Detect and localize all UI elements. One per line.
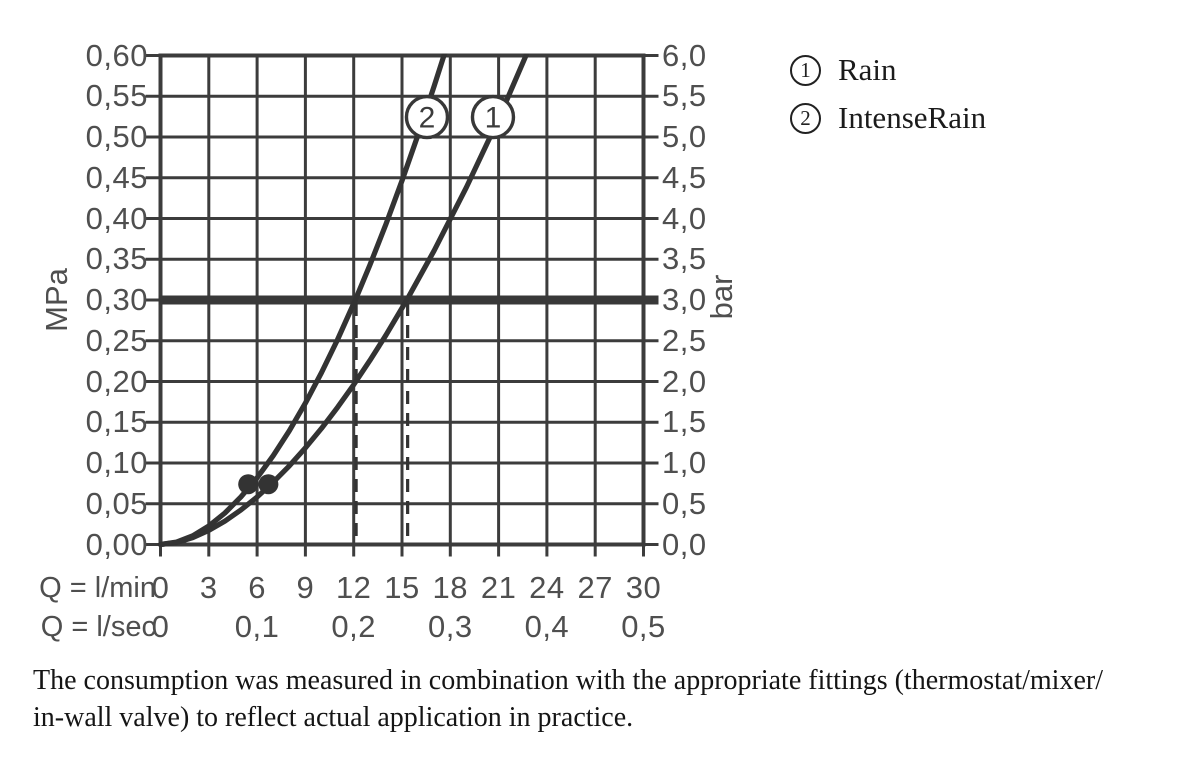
legend-item-intenserain: 2 IntenseRain [790, 96, 986, 140]
pressure-flow-chart-canvas: 12 [145, 53, 659, 557]
y-left-tick-label: 0,00 [85, 526, 148, 562]
measurement-dot [238, 474, 259, 495]
x-lmin-tick-label: 21 [480, 570, 517, 605]
y-right-tick-label: 4,0 [662, 200, 707, 236]
y-right-tick-label: 3,5 [662, 241, 707, 277]
y-right-tick-label: 0,5 [662, 485, 707, 521]
y-left-tick-label: 0,25 [85, 322, 148, 358]
y-left-tick-label: 0,45 [85, 159, 148, 195]
x-lmin-tick-label: 30 [625, 570, 662, 605]
caption-line-2: in-wall valve) to reflect actual applica… [33, 702, 634, 733]
y-left-tick-label: 0,20 [85, 363, 148, 399]
x-lmin-tick-label: 24 [529, 570, 565, 605]
y-right-tick-label: 4,5 [662, 159, 707, 195]
y-left-tick-label: 0,05 [85, 485, 148, 521]
curve-label-circle [404, 94, 450, 140]
x-lsec-tick-label: 0,1 [234, 609, 280, 644]
legend-label-intenserain: IntenseRain [838, 100, 987, 135]
legend-item-rain: 1 Rain [790, 48, 986, 92]
x-lmin-tick-label: 3 [199, 570, 218, 605]
x-lsec-tick-label: 0,2 [331, 609, 376, 644]
x-lsec-tick-label: 0,3 [427, 609, 473, 644]
caption-line-1: The consumption was measured in combinat… [33, 665, 1103, 696]
y-right-tick-label: 5,5 [662, 78, 707, 114]
x-axis-row-lmin: Q = l/min 0 3 6 9 12 15 18 21 24 27 30 [0, 570, 700, 605]
y-right-tick-label: 1,5 [662, 404, 707, 440]
y-left-tick-label: 0,15 [85, 404, 148, 440]
y-left-tick-label: 0,30 [85, 282, 148, 317]
curve-label-number: 1 [485, 102, 502, 135]
curve-label-number: 2 [419, 102, 436, 135]
y-left-axis-unit: MPa [39, 268, 74, 332]
curve-rain [157, 53, 530, 548]
y-left-tick-label: 0,10 [85, 445, 148, 480]
legend-number-2-icon: 2 [790, 102, 821, 134]
legend-number-1-icon: 1 [790, 54, 821, 86]
y-right-tick-label: 3,0 [662, 282, 707, 317]
y-left-tick-label: 0,60 [85, 37, 148, 73]
caption-text: The consumption was measured in combinat… [33, 662, 1183, 736]
x-lmin-tick-label: 0 [151, 570, 170, 605]
x-axis-lmin-label: Q = l/min [39, 572, 156, 604]
x-lmin-tick-label: 9 [296, 570, 315, 605]
x-lsec-tick-label: 0,4 [524, 609, 570, 644]
x-axis-row-lsec: Q = l/sec 0 0,1 0,2 0,3 0,4 0,5 [0, 609, 700, 644]
y-right-tick-label: 1,0 [662, 445, 707, 480]
y-left-tick-label: 0,55 [85, 78, 148, 114]
y-left-tick-label: 0,35 [85, 241, 148, 277]
y-right-tick-label: 5,0 [662, 119, 707, 154]
x-lmin-tick-label: 27 [577, 570, 613, 605]
x-lmin-tick-label: 18 [432, 570, 469, 605]
y-left-tick-label: 0,40 [85, 200, 148, 236]
y-right-tick-label: 0,0 [662, 526, 707, 562]
curve-intenserain [157, 53, 448, 548]
x-lmin-tick-label: 6 [248, 570, 266, 605]
measurement-dot [258, 474, 279, 495]
x-lmin-tick-label: 15 [384, 570, 420, 605]
legend: 1 Rain 2 IntenseRain [790, 48, 986, 144]
x-lmin-tick-label: 12 [335, 570, 372, 605]
x-lsec-tick-label: 0 [151, 609, 170, 644]
y-right-tick-label: 2,0 [662, 363, 707, 399]
curve-label-circle [470, 94, 516, 140]
y-right-tick-label: 2,5 [662, 322, 707, 358]
y-left-tick-label: 0,50 [85, 119, 148, 154]
x-axis-lsec-label: Q = l/sec [40, 611, 156, 643]
y-right-axis-unit: bar [704, 274, 739, 320]
legend-label-rain: Rain [838, 52, 897, 87]
y-right-tick-label: 6,0 [662, 37, 707, 73]
x-lsec-tick-label: 0,5 [621, 609, 666, 644]
